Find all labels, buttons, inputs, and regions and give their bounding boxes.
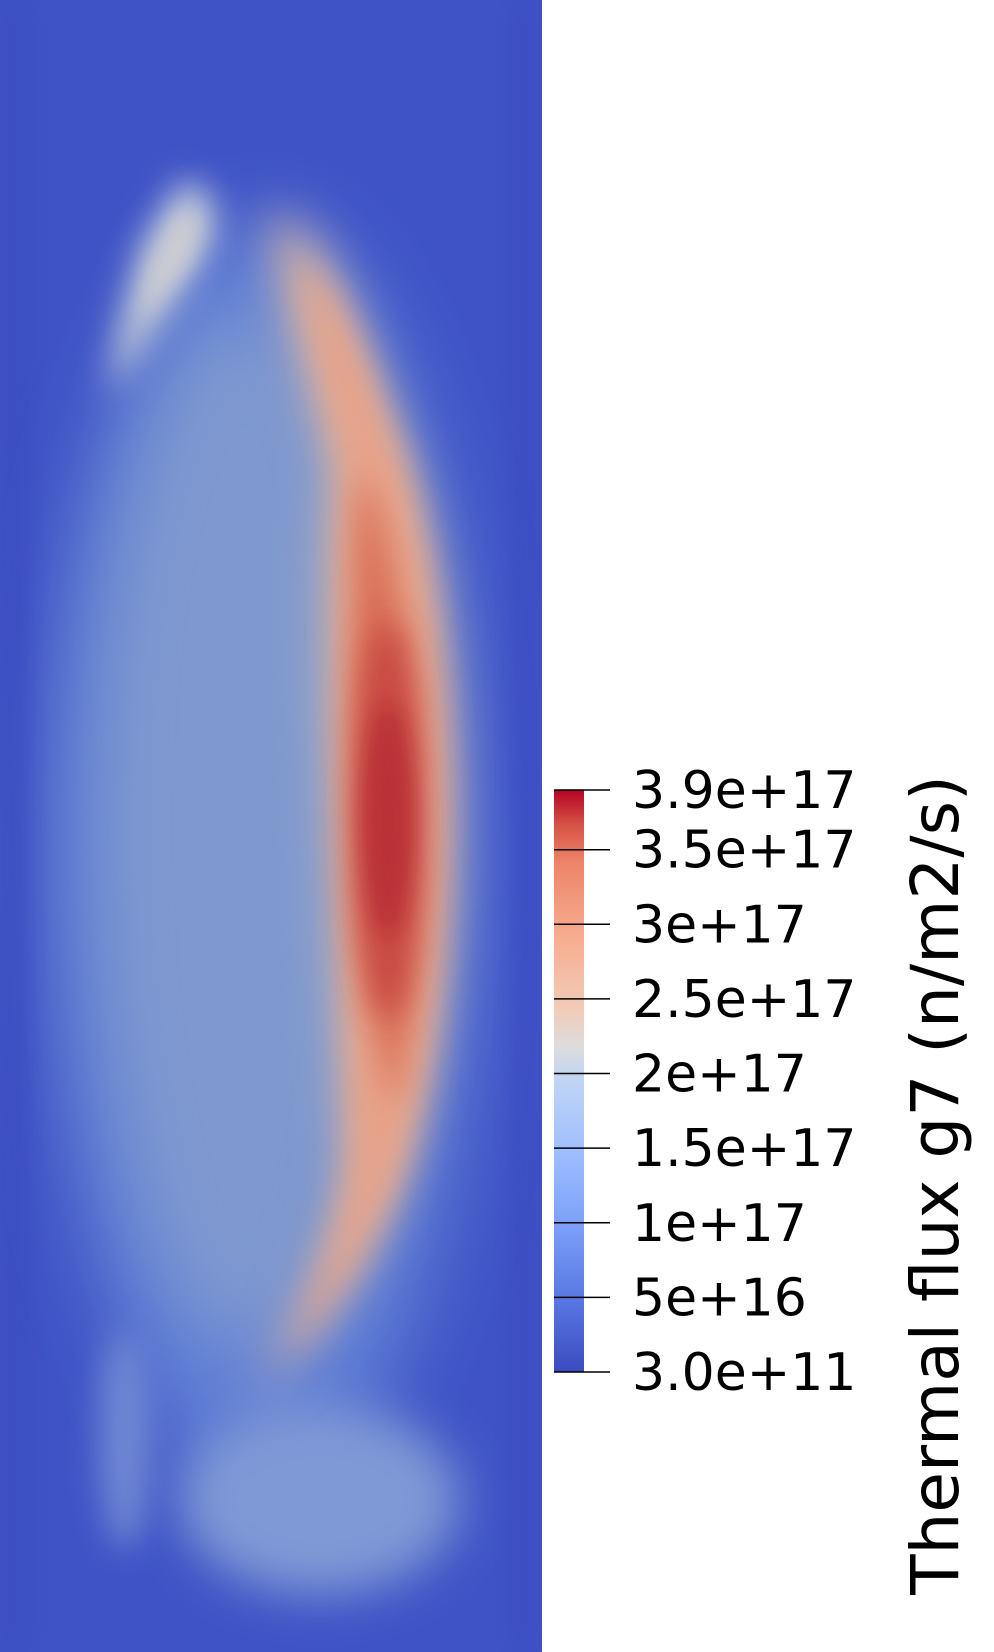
colorbar-gradient (554, 790, 584, 1372)
colorbar-ticks: 3.9e+173.5e+17 3e+17 2.5e+17 2e+17 1.5e+17 1e… (554, 761, 856, 1403)
colorbar-tick-label: 3.9e+17 (632, 761, 856, 821)
colorbar-title: Thermal flux g7 (n/m2/s) (897, 775, 974, 1596)
field-lower-left (99, 1330, 151, 1550)
colorbar-tick-label: 2.5e+17 (632, 970, 856, 1030)
field-peak-halo (352, 620, 424, 1020)
colorbar-tick-label: 1e+17 (632, 1194, 807, 1254)
colorbar: 3.9e+173.5e+17 3e+17 2.5e+17 2e+17 1.5e+17 1e… (554, 761, 974, 1596)
colorbar-tick-label: 3.0e+11 (632, 1343, 856, 1403)
colorbar-tick-label: 5e+16 (632, 1268, 807, 1328)
field-edge-right (512, 0, 542, 1652)
flux-field (0, 0, 542, 1652)
colorbar-tick-label: 2e+17 (632, 1045, 807, 1105)
field-lower-mound (180, 1405, 460, 1595)
colorbar-tick-label: 3.5e+17 (632, 821, 856, 881)
field-edge-left (0, 0, 30, 1652)
colorbar-tick-label: 1.5e+17 (632, 1119, 856, 1179)
colorbar-tick-label: 3e+17 (632, 895, 807, 955)
field-upper-left-core (140, 215, 200, 320)
field-plateau-inner (95, 310, 395, 1350)
